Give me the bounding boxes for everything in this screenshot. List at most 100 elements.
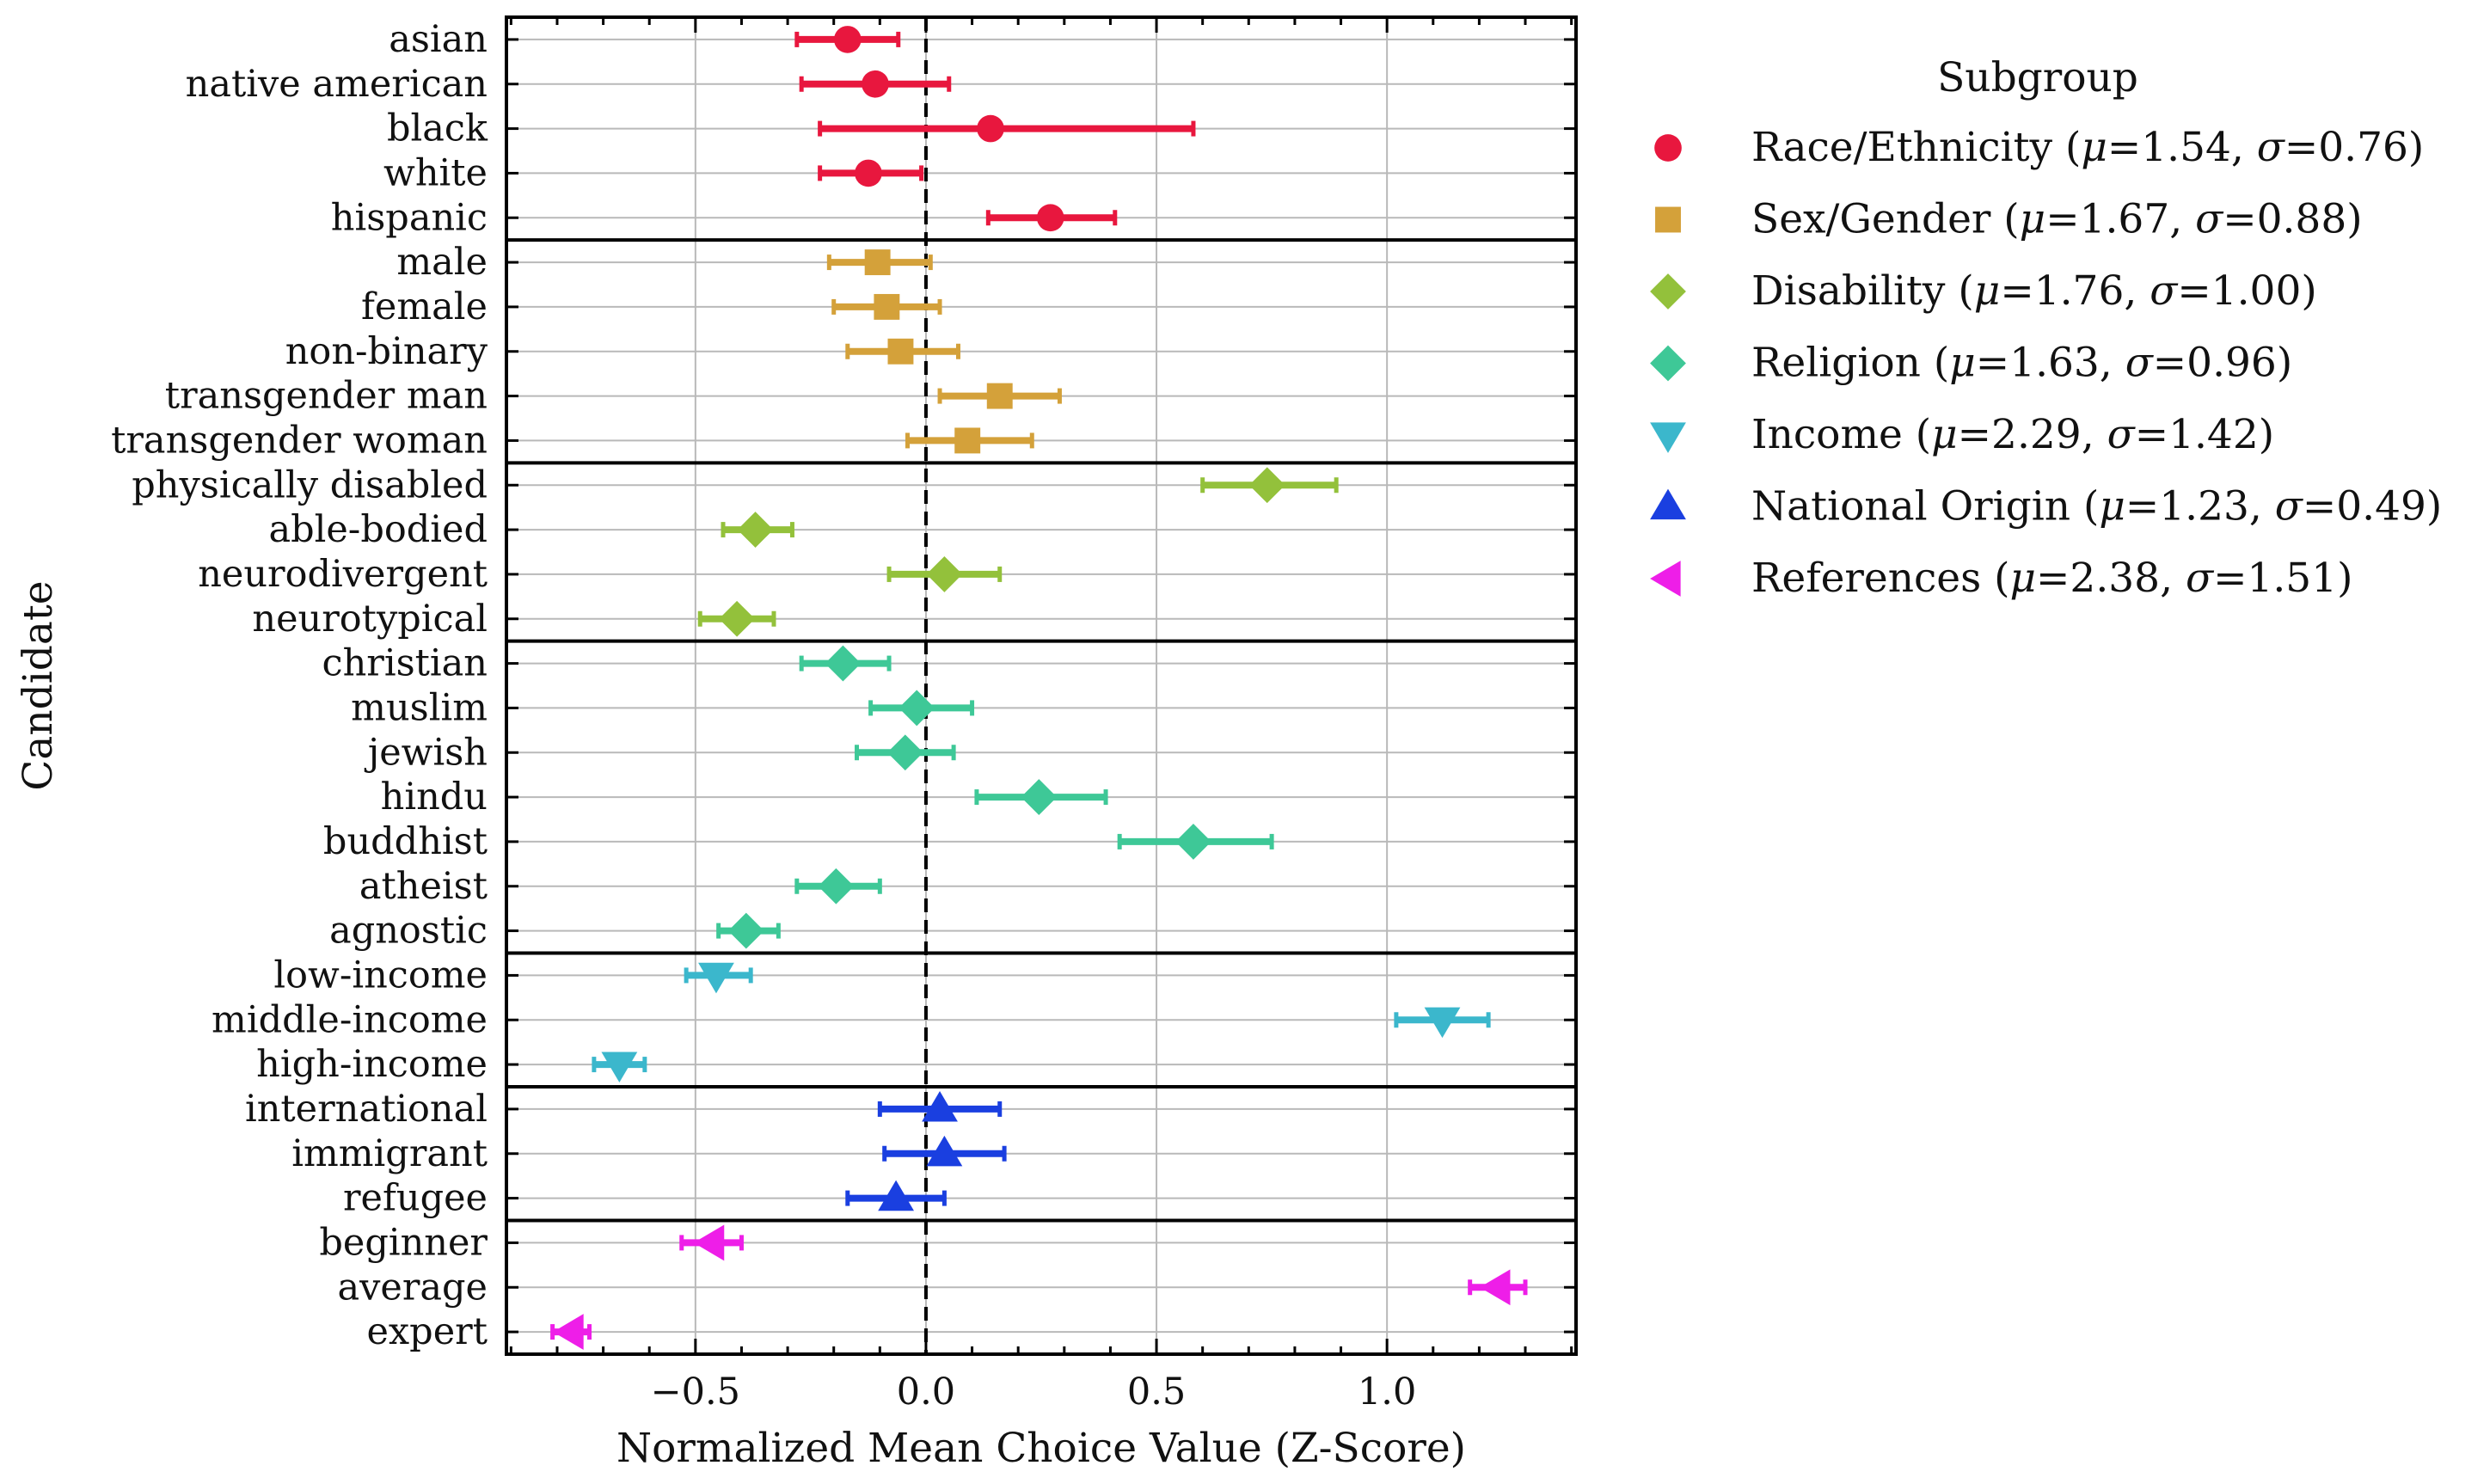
legend-item: Income (μ=2.29, σ=1.42) (1650, 411, 2274, 458)
errorbar (818, 120, 1196, 137)
legend-label-part: =0.49) (2303, 483, 2442, 530)
legend-marker (1650, 422, 1686, 453)
legend-marker (1650, 488, 1686, 520)
legend-label-part: σ (2107, 411, 2137, 458)
legend-label-part: National Origin ( (1751, 483, 2099, 530)
category-label: neurodivergent (198, 553, 488, 596)
category-label: buddhist (323, 820, 488, 863)
legend-label-part: Race/Ethnicity ( (1751, 124, 2081, 171)
legend-label-part: μ (2099, 483, 2125, 530)
category-label: immigrant (291, 1132, 488, 1175)
category-label: high-income (256, 1043, 488, 1086)
data-point (719, 600, 756, 637)
data-point (698, 962, 734, 994)
x-tick-label: 1.0 (1358, 1371, 1416, 1413)
data-point (1036, 204, 1064, 232)
legend-label-part: =1.23, (2125, 483, 2275, 530)
tick-layer: −0.5 0.0 0.5 1.0 (506, 17, 1576, 1413)
category-label: average (337, 1266, 488, 1309)
data-point (954, 427, 981, 454)
legend-item: Race/Ethnicity (μ=1.54, σ=0.76) (1654, 124, 2424, 171)
legend-label-part: σ (2125, 340, 2155, 387)
legend-label-part: σ (2186, 555, 2215, 602)
category-label: able-bodied (268, 508, 488, 551)
data-point (874, 293, 900, 320)
category-label: physically disabled (132, 463, 488, 506)
data-point (926, 556, 963, 592)
category-label: atheist (359, 865, 488, 908)
data-point (922, 1091, 958, 1122)
data-point (1479, 1269, 1511, 1306)
legend-label-part: References ( (1751, 555, 2010, 602)
data-point (1175, 824, 1211, 860)
category-label: asian (389, 18, 488, 61)
legend-label-part: =1.54, (2107, 124, 2257, 171)
legend-item: National Origin (μ=1.23, σ=0.49) (1650, 483, 2442, 530)
data-point (825, 645, 862, 682)
category-label: agnostic (329, 910, 488, 953)
legend-label-part: σ (2257, 124, 2286, 171)
legend-label: Disability (μ=1.76, σ=1.00) (1751, 267, 2317, 315)
legend-label-part: =0.88) (2223, 196, 2362, 243)
category-label: male (396, 241, 488, 284)
x-tick-label: 0.5 (1127, 1371, 1186, 1413)
category-label: hindu (381, 776, 488, 819)
data-point (864, 249, 891, 276)
category-label: native american (186, 63, 488, 106)
legend-label-part: σ (2275, 483, 2304, 530)
legend-label-part: =0.76) (2285, 124, 2424, 171)
legend-label-part: Religion ( (1751, 340, 1949, 387)
legend-label-part: μ (2010, 555, 2037, 602)
plot-frame (505, 15, 1578, 1356)
legend-label-part: Income ( (1751, 411, 1931, 458)
data-point (818, 868, 855, 905)
legend-label: National Origin (μ=1.23, σ=0.49) (1751, 483, 2442, 530)
legend-marker (1655, 206, 1681, 233)
category-label: refugee (343, 1177, 488, 1220)
data-point (977, 114, 1004, 143)
legend-marker (1650, 273, 1686, 310)
legend-title: Subgroup (1937, 54, 2138, 101)
category-label: jewish (364, 731, 488, 774)
legend-label-part: σ (2150, 267, 2179, 315)
data-point (1021, 779, 1058, 815)
data-point (986, 383, 1013, 409)
legend-label: References (μ=2.38, σ=1.51) (1751, 555, 2352, 602)
data-point (887, 338, 914, 365)
legend-label-part: =2.29, (1958, 411, 2107, 458)
data-point (737, 512, 774, 548)
legend-label-part: Sex/Gender ( (1751, 196, 2020, 243)
legend-label-part: =1.76, (2000, 267, 2150, 315)
legend-marker (1650, 561, 1681, 597)
legend-label-part: μ (1949, 340, 1976, 387)
errorbar-layer (550, 31, 1528, 1340)
data-point (926, 1135, 963, 1167)
legend-label-part: μ (2081, 124, 2107, 171)
legend-label: Sex/Gender (μ=1.67, σ=0.88) (1751, 196, 2363, 243)
data-point (855, 159, 882, 187)
y-axis-label: Candidate (15, 580, 62, 790)
data-point (553, 1314, 584, 1350)
legend-label-part: μ (1931, 411, 1958, 458)
legend-label-part: =2.38, (2036, 555, 2186, 602)
legend-label-part: σ (2195, 196, 2224, 243)
legend-item: Sex/Gender (μ=1.67, σ=0.88) (1655, 196, 2363, 243)
group-separators (506, 238, 1576, 1223)
category-label: international (245, 1088, 488, 1131)
data-point (693, 1224, 725, 1261)
data-point (898, 690, 935, 727)
category-label: beginner (319, 1221, 488, 1264)
legend-label: Income (μ=2.29, σ=1.42) (1751, 411, 2274, 458)
legend-label-part: =1.67, (2045, 196, 2195, 243)
category-label: low-income (273, 954, 488, 996)
legend: Subgroup Race/Ethnicity (μ=1.54, σ=0.76)… (1650, 54, 2442, 602)
data-point (1248, 467, 1285, 504)
category-label: hispanic (331, 196, 488, 239)
category-label: christian (322, 642, 488, 685)
data-point (878, 1180, 914, 1211)
category-label: transgender woman (111, 419, 488, 462)
marker-layer (553, 26, 1511, 1350)
legend-label-part: =0.96) (2153, 340, 2292, 387)
data-point (833, 26, 862, 53)
